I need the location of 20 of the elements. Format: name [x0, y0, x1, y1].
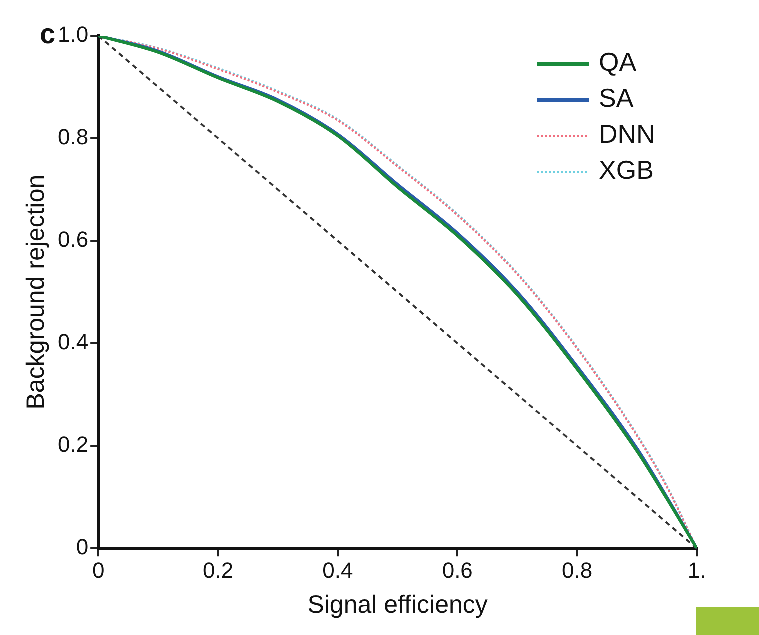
x-tick-label: 0	[92, 558, 105, 583]
legend-label: XGB	[599, 155, 654, 186]
x-tick-label: 0.8	[562, 558, 593, 583]
y-axis-title: Background rejection	[22, 174, 50, 410]
legend-label: DNN	[599, 119, 656, 150]
line-series	[98, 36, 697, 549]
legend-label: SA	[599, 83, 634, 114]
y-tick-label: 0.2	[58, 432, 89, 458]
y-tick-label: 0	[76, 534, 89, 560]
y-tick-label: 0.6	[58, 227, 89, 252]
x-axis-title: Signal efficiency	[308, 590, 488, 619]
text: c	[40, 18, 56, 50]
x-tick-label: 1.	[688, 558, 706, 583]
x-tick-label: 0.2	[202, 558, 234, 583]
y-tick-label: 0.8	[58, 124, 89, 150]
y-tick-label: 1.0	[58, 22, 89, 48]
y-tick-label: 0.4	[58, 330, 89, 355]
legend-label: QA	[599, 47, 638, 78]
x-tick-label: 0.6	[442, 558, 473, 583]
x-tick-label: 0.4	[322, 558, 354, 583]
